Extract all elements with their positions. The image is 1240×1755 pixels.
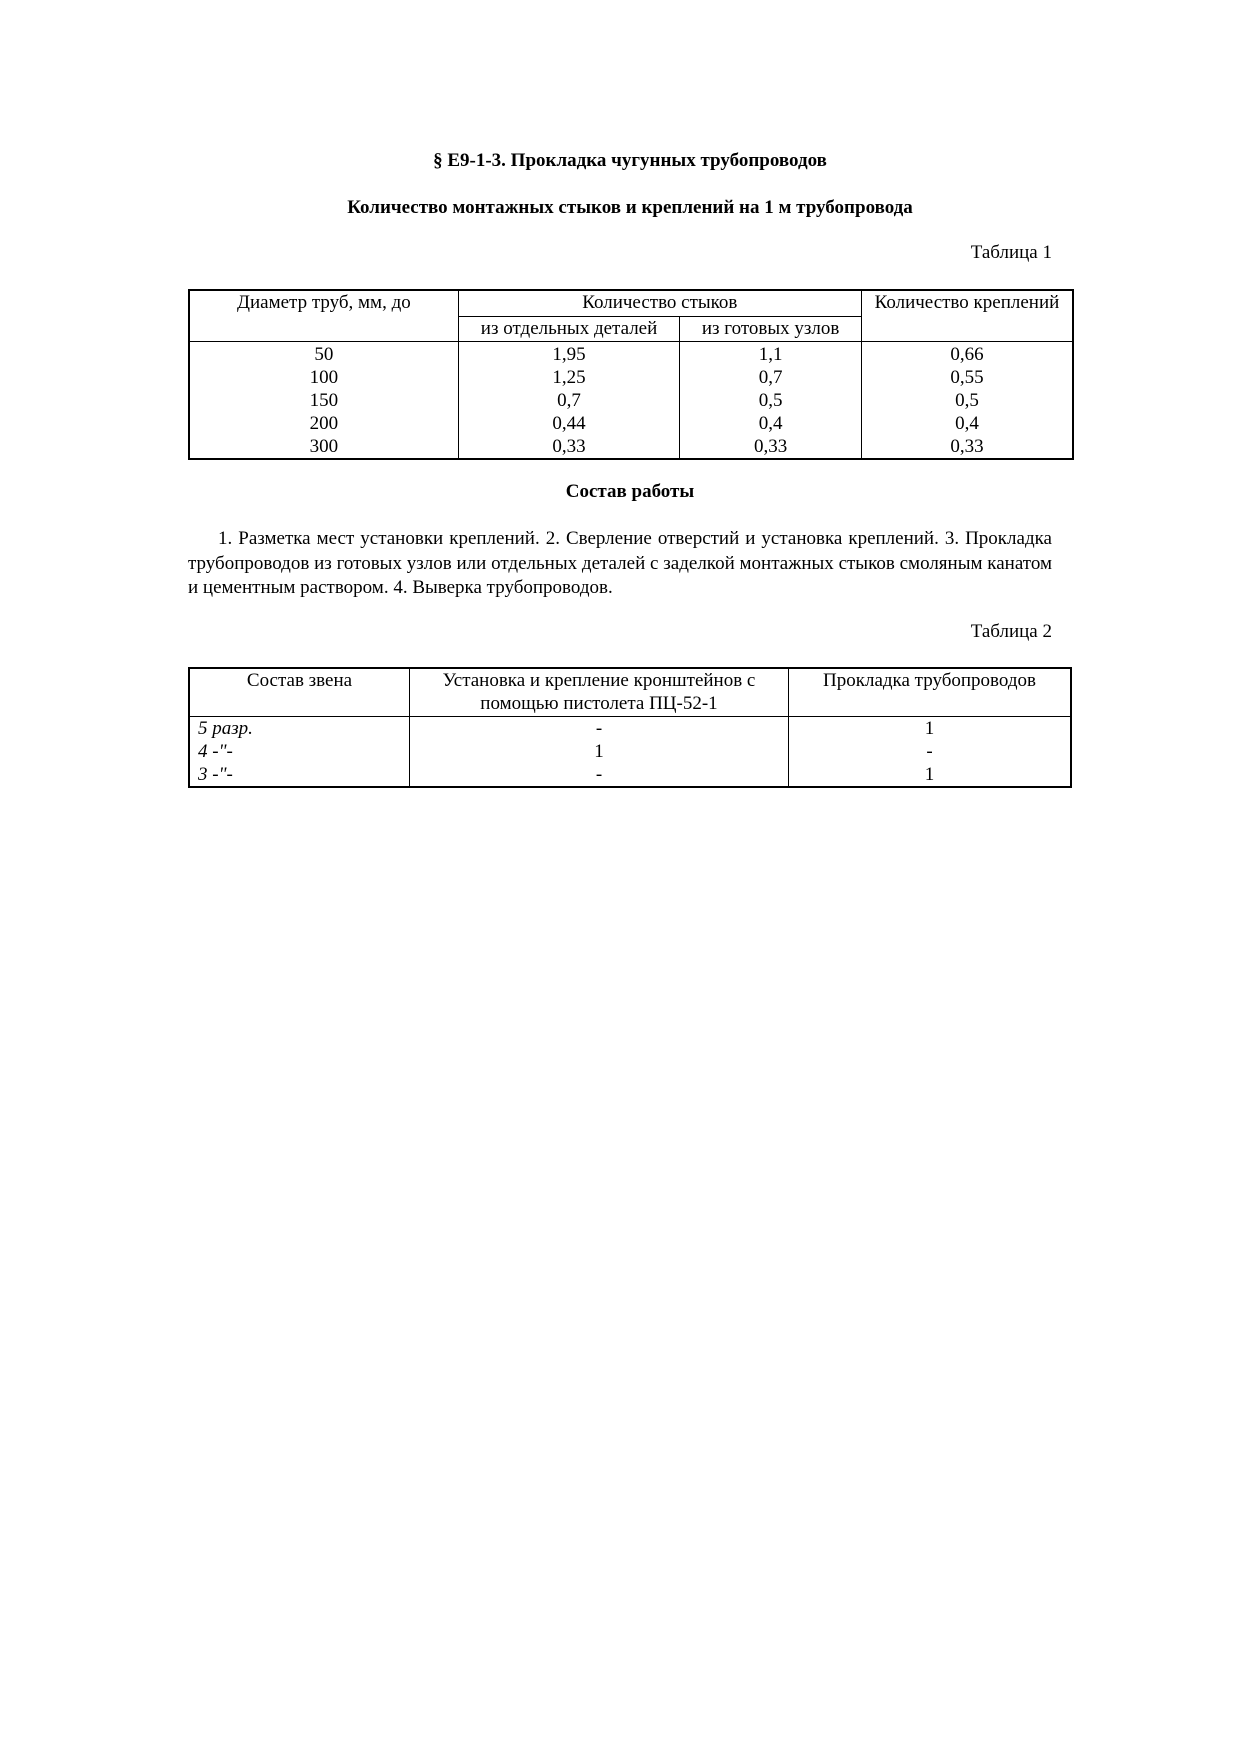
table-cell: 1,95 (457, 341, 681, 366)
table-cell: 0,55 (860, 365, 1074, 389)
table-row: 150 0,7 0,5 0,5 (188, 388, 1074, 412)
table1-label: Таблица 1 (970, 242, 1052, 263)
header-pipelaying: Прокладка трубопроводов (788, 667, 1072, 717)
table-cell: 100 (188, 365, 459, 389)
table-row: 300 0,33 0,33 0,33 (188, 434, 1074, 459)
header-joints-parts: из отдельных деталей (457, 315, 681, 342)
table-cell: 3 -"- (188, 762, 410, 787)
table-cell: 0,66 (860, 341, 1074, 366)
work-heading: Состав работы (565, 481, 695, 502)
header-joints-units: из готовых узлов (679, 315, 862, 342)
table-row: 3 -"- -1 (188, 762, 1072, 787)
header-crew: Состав звена (188, 667, 410, 717)
table-cell: 1 (788, 716, 1072, 740)
table-cell: - (408, 716, 790, 740)
table-cell: 0,4 (860, 411, 1074, 435)
table-cell: - (408, 762, 790, 787)
table-cell: 1 (788, 762, 1072, 787)
table-cell: 0,7 (679, 365, 862, 389)
table-cell: 300 (188, 434, 459, 459)
table-cell: 0,44 (457, 411, 681, 435)
table-cell: - (788, 739, 1072, 763)
table-cell: 200 (188, 411, 459, 435)
table-cell: 0,33 (679, 434, 862, 459)
table-cell: 1,25 (457, 365, 681, 389)
table-cell: 0,5 (860, 388, 1074, 412)
table-row: 50 1,95 1,1 0,66 (188, 341, 1074, 366)
table1: Диаметр труб, мм, до Количество стыков К… (188, 289, 1074, 460)
table2: Состав звена Установка и крепление кронш… (188, 667, 1072, 788)
header-fasteners: Количество креплений (860, 289, 1074, 342)
table-cell: 1 (408, 739, 790, 763)
header-brackets: Установка и крепление кронштейнов с помо… (408, 667, 790, 717)
work-description: 1. Разметка мест установки креплений. 2.… (188, 528, 1052, 598)
header-joints: Количество стыков (457, 289, 862, 317)
table-row: 4 -"- 1- (188, 739, 1072, 763)
table2-label: Таблица 2 (970, 621, 1052, 642)
table-cell: 4 -"- (188, 739, 410, 763)
section-title: § Е9-1-3. Прокладка чугунных трубопровод… (433, 150, 827, 171)
table-cell: 50 (188, 341, 459, 366)
table-cell: 0,4 (679, 411, 862, 435)
table-cell: 0,33 (860, 434, 1074, 459)
table-cell: 0,33 (457, 434, 681, 459)
table-cell: 0,7 (457, 388, 681, 412)
table-cell: 5 разр. (188, 716, 410, 740)
table-cell: 1,1 (679, 341, 862, 366)
table-cell: 0,5 (679, 388, 862, 412)
table-row: 5 разр. -1 (188, 716, 1072, 740)
table-row: 100 1,25 0,7 0,55 (188, 365, 1074, 389)
header-diameter: Диаметр труб, мм, до (188, 289, 459, 342)
table-caption: Количество монтажных стыков и креплений … (347, 197, 913, 218)
table-cell: 150 (188, 388, 459, 412)
table-row: 200 0,44 0,4 0,4 (188, 411, 1074, 435)
